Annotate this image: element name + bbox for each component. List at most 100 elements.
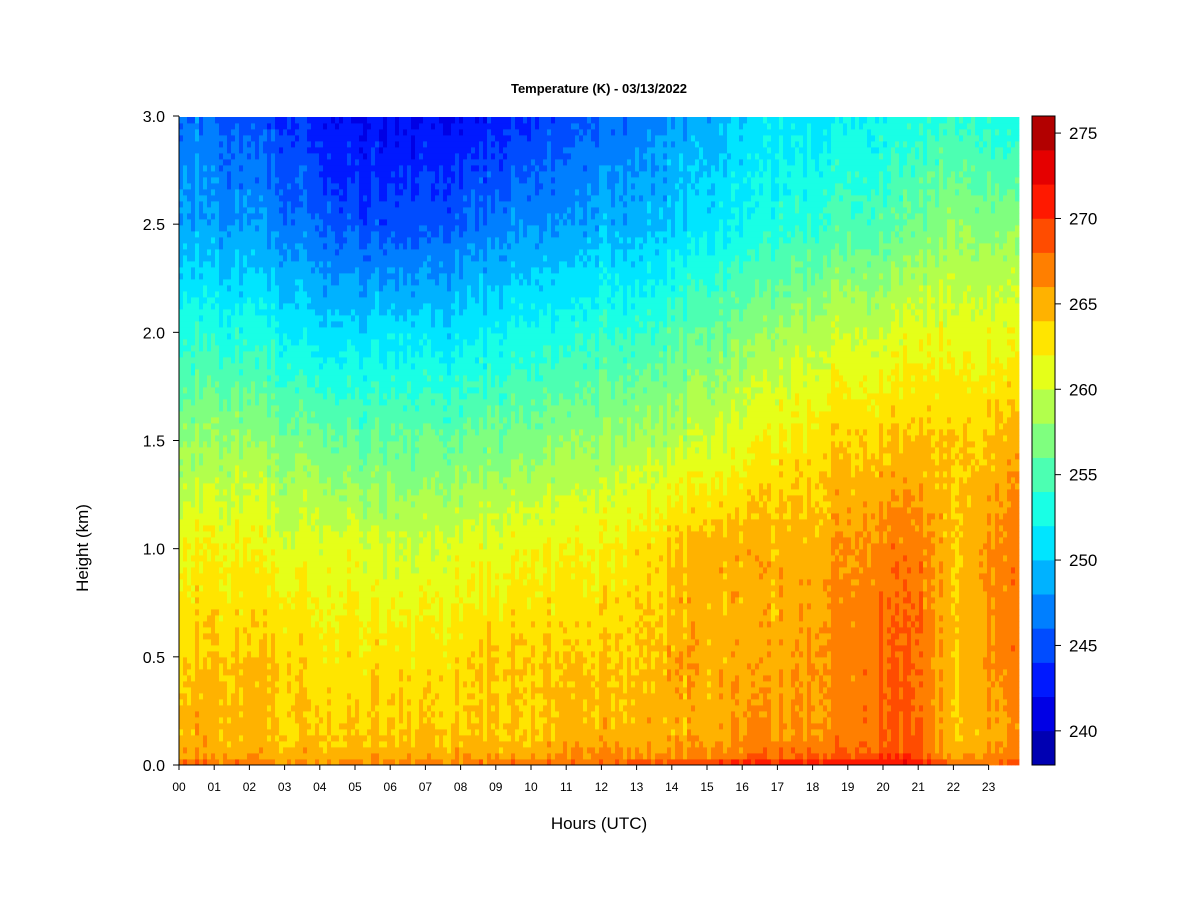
heatmap-cell	[179, 333, 183, 339]
heatmap-cell	[287, 471, 291, 477]
heatmap-cell	[195, 489, 199, 495]
heatmap-cell	[203, 327, 207, 333]
heatmap-cell	[247, 519, 251, 525]
heatmap-cell	[327, 753, 331, 759]
heatmap-cell	[235, 489, 239, 495]
heatmap-cell	[307, 267, 311, 273]
heatmap-cell	[307, 297, 311, 303]
heatmap-cell	[227, 639, 231, 645]
heatmap-cell	[347, 651, 351, 657]
heatmap-cell	[295, 753, 299, 759]
heatmap-cell	[215, 339, 219, 345]
heatmap-cell	[203, 267, 207, 273]
heatmap-cell	[359, 555, 363, 561]
heatmap-cell	[223, 597, 227, 603]
heatmap-cell	[219, 489, 223, 495]
heatmap-cell	[291, 723, 295, 729]
heatmap-cell	[291, 573, 295, 579]
heatmap-cell	[227, 507, 231, 513]
heatmap-cell	[187, 435, 191, 441]
heatmap-cell	[315, 297, 319, 303]
heatmap-cell	[275, 351, 279, 357]
heatmap-cell	[179, 147, 183, 153]
heatmap-cell	[335, 675, 339, 681]
heatmap-cell	[339, 129, 343, 135]
heatmap-cell	[187, 153, 191, 159]
heatmap-cell	[207, 651, 211, 657]
heatmap-cell	[287, 633, 291, 639]
heatmap-cell	[183, 297, 187, 303]
heatmap-cell	[219, 207, 223, 213]
heatmap-cell	[319, 465, 323, 471]
heatmap-cell	[263, 123, 267, 129]
heatmap-cell	[191, 705, 195, 711]
heatmap-cell	[319, 597, 323, 603]
heatmap-cell	[287, 393, 291, 399]
heatmap-cell	[211, 201, 215, 207]
heatmap-cell	[251, 135, 255, 141]
heatmap-cell	[287, 219, 291, 225]
heatmap-cell	[319, 723, 323, 729]
heatmap-cell	[251, 141, 255, 147]
heatmap-cell	[271, 345, 275, 351]
heatmap-cell	[295, 249, 299, 255]
heatmap-cell	[327, 603, 331, 609]
heatmap-cell	[227, 405, 231, 411]
heatmap-cell	[207, 447, 211, 453]
heatmap-cell	[283, 249, 287, 255]
heatmap-cell	[243, 543, 247, 549]
heatmap-cell	[267, 435, 271, 441]
heatmap-cell	[335, 327, 339, 333]
heatmap-cell	[211, 513, 215, 519]
heatmap-cell	[239, 549, 243, 555]
heatmap-cell	[219, 303, 223, 309]
heatmap-cell	[311, 321, 315, 327]
heatmap-cell	[335, 357, 339, 363]
heatmap-cell	[259, 561, 263, 567]
heatmap-cell	[211, 735, 215, 741]
heatmap-cell	[271, 621, 275, 627]
heatmap-cell	[359, 549, 363, 555]
heatmap-cell	[219, 189, 223, 195]
heatmap-cell	[355, 489, 359, 495]
heatmap-cell	[363, 663, 367, 669]
heatmap-cell	[307, 657, 311, 663]
heatmap-cell	[191, 453, 195, 459]
heatmap-cell	[187, 333, 191, 339]
heatmap-cell	[243, 321, 247, 327]
heatmap-cell	[343, 261, 347, 267]
heatmap-cell	[203, 213, 207, 219]
heatmap-cell	[271, 201, 275, 207]
heatmap-cell	[195, 363, 199, 369]
heatmap-cell	[243, 627, 247, 633]
heatmap-cell	[259, 219, 263, 225]
heatmap-cell	[251, 585, 255, 591]
heatmap-cell	[283, 195, 287, 201]
heatmap-cell	[355, 231, 359, 237]
heatmap-cell	[187, 471, 191, 477]
heatmap-cell	[307, 255, 311, 261]
heatmap-cell	[271, 435, 275, 441]
heatmap-cell	[191, 663, 195, 669]
heatmap-cell	[339, 447, 343, 453]
heatmap-cell	[183, 165, 187, 171]
heatmap-cell	[331, 507, 335, 513]
heatmap-cell	[263, 267, 267, 273]
heatmap-cell	[247, 723, 251, 729]
heatmap-cell	[283, 549, 287, 555]
heatmap-cell	[291, 615, 295, 621]
heatmap-cell	[291, 153, 295, 159]
heatmap-cell	[355, 507, 359, 513]
heatmap-cell	[263, 645, 267, 651]
heatmap-cell	[339, 747, 343, 753]
heatmap-cell	[339, 471, 343, 477]
heatmap-cell	[283, 183, 287, 189]
heatmap-cell	[331, 357, 335, 363]
heatmap-cell	[227, 663, 231, 669]
heatmap-cell	[263, 651, 267, 657]
heatmap-cell	[351, 399, 355, 405]
heatmap-cell	[223, 303, 227, 309]
heatmap-cell	[287, 567, 291, 573]
heatmap-cell	[239, 453, 243, 459]
heatmap-cell	[239, 675, 243, 681]
